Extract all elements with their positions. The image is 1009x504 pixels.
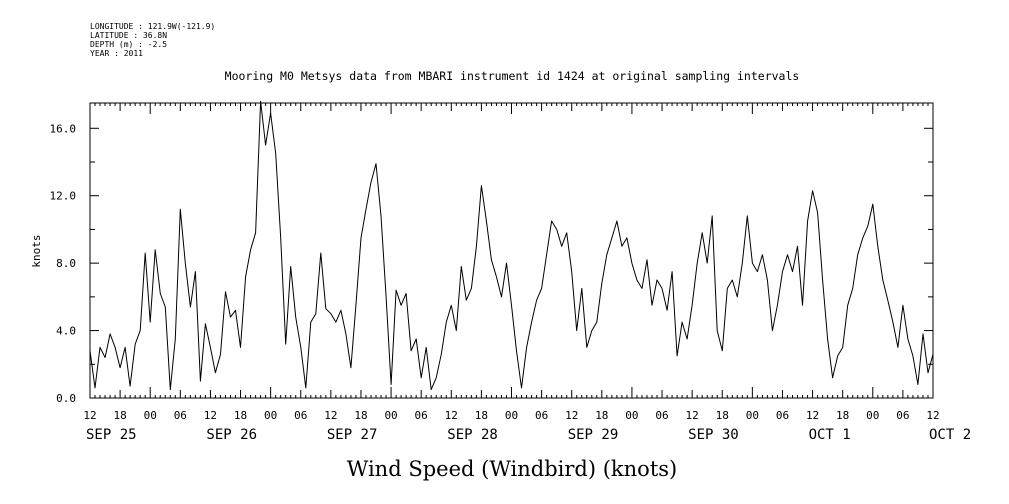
- x-hour-tick-label: 06: [776, 409, 789, 422]
- x-day-label: SEP 29: [568, 427, 619, 443]
- y-tick-label: 12.0: [50, 190, 77, 203]
- x-hour-tick-label: 12: [83, 409, 96, 422]
- x-hour-tick-label: 18: [716, 409, 729, 422]
- x-hour-tick-label: 06: [655, 409, 668, 422]
- chart-title: Mooring M0 Metsys data from MBARI instru…: [225, 69, 800, 83]
- x-hour-tick-label: 18: [354, 409, 367, 422]
- x-hour-tick-label: 18: [475, 409, 488, 422]
- x-hour-tick-label: 00: [746, 409, 759, 422]
- metadata-year: YEAR : 2011: [90, 49, 143, 58]
- x-hour-tick-label: 00: [264, 409, 277, 422]
- x-hour-tick-label: 00: [144, 409, 157, 422]
- x-day-label: SEP 28: [447, 427, 498, 443]
- axis-ticks: [89, 103, 934, 399]
- x-hour-tick-label: 12: [806, 409, 819, 422]
- y-tick-label: 8.0: [56, 257, 76, 270]
- x-day-label: OCT 1: [809, 427, 851, 443]
- x-day-label: SEP 27: [327, 427, 378, 443]
- x-day-label: OCT 2: [929, 427, 971, 443]
- x-hour-tick-label: 06: [535, 409, 548, 422]
- x-hour-tick-label: 12: [204, 409, 217, 422]
- x-hour-tick-label: 12: [445, 409, 458, 422]
- x-hour-tick-label: 06: [896, 409, 909, 422]
- metadata-latitude: LATITUDE : 36.8N: [90, 31, 168, 40]
- y-tick-label: 0.0: [56, 392, 76, 405]
- series-group: [89, 100, 934, 391]
- metadata-depth: DEPTH (m) : -2.5: [90, 40, 168, 49]
- series-line-0: [89, 100, 934, 391]
- plot-frame: [89, 102, 934, 399]
- x-hour-tick-label: 12: [324, 409, 337, 422]
- axis-tick-labels: 0.0 4.0 8.0 12.0 16.0 12 18 00 06 12 18 00 06 12 18 00 0…: [50, 122, 972, 443]
- x-day-label: SEP 25: [86, 427, 137, 443]
- x-hour-tick-label: 06: [294, 409, 307, 422]
- x-hour-tick-label: 06: [415, 409, 428, 422]
- x-hour-tick-label: 18: [595, 409, 608, 422]
- x-hour-tick-label: 00: [384, 409, 397, 422]
- x-hour-tick-label: 18: [234, 409, 247, 422]
- metadata-block: LONGITUDE : 121.9W(-121.9) LATITUDE : 36…: [90, 22, 215, 58]
- x-hour-tick-label: 06: [174, 409, 187, 422]
- x-hour-tick-label: 18: [836, 409, 849, 422]
- x-hour-tick-label: 12: [926, 409, 939, 422]
- y-tick-label: 16.0: [50, 122, 77, 135]
- x-day-label: SEP 26: [206, 427, 257, 443]
- x-hour-tick-label: 12: [565, 409, 578, 422]
- x-hour-tick-label: 00: [625, 409, 638, 422]
- x-hour-tick-label: 00: [866, 409, 879, 422]
- metadata-longitude: LONGITUDE : 121.9W(-121.9): [90, 22, 216, 31]
- x-hour-tick-label: 00: [505, 409, 518, 422]
- x-hour-tick-label: 18: [113, 409, 126, 422]
- x-day-label: SEP 30: [688, 427, 739, 443]
- x-axis-label: Wind Speed (Windbird) (knots): [347, 457, 677, 481]
- x-hour-tick-label: 12: [686, 409, 699, 422]
- y-axis-label: knots: [30, 234, 43, 267]
- y-tick-label: 4.0: [56, 325, 76, 338]
